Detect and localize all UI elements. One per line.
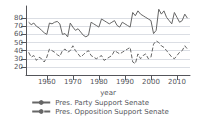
- svg-text:1970: 1970: [64, 78, 82, 86]
- svg-text:year: year: [100, 89, 116, 97]
- svg-text:20: 20: [14, 63, 23, 71]
- svg-text:2010: 2010: [168, 78, 186, 86]
- svg-text:Pres. Party Support Senate: Pres. Party Support Senate: [55, 99, 149, 107]
- svg-text:60: 60: [14, 30, 23, 38]
- svg-text:70: 70: [14, 22, 23, 30]
- svg-text:50: 50: [14, 39, 23, 47]
- svg-text:1990: 1990: [116, 78, 134, 86]
- svg-text:30: 30: [14, 55, 23, 63]
- svg-text:1980: 1980: [90, 78, 108, 86]
- svg-text:2000: 2000: [142, 78, 160, 86]
- svg-text:80: 80: [14, 14, 23, 22]
- svg-text:Pres. Opposition Support Senat: Pres. Opposition Support Senate: [55, 108, 169, 116]
- svg-text:40: 40: [14, 47, 23, 55]
- svg-text:1960: 1960: [38, 78, 56, 86]
